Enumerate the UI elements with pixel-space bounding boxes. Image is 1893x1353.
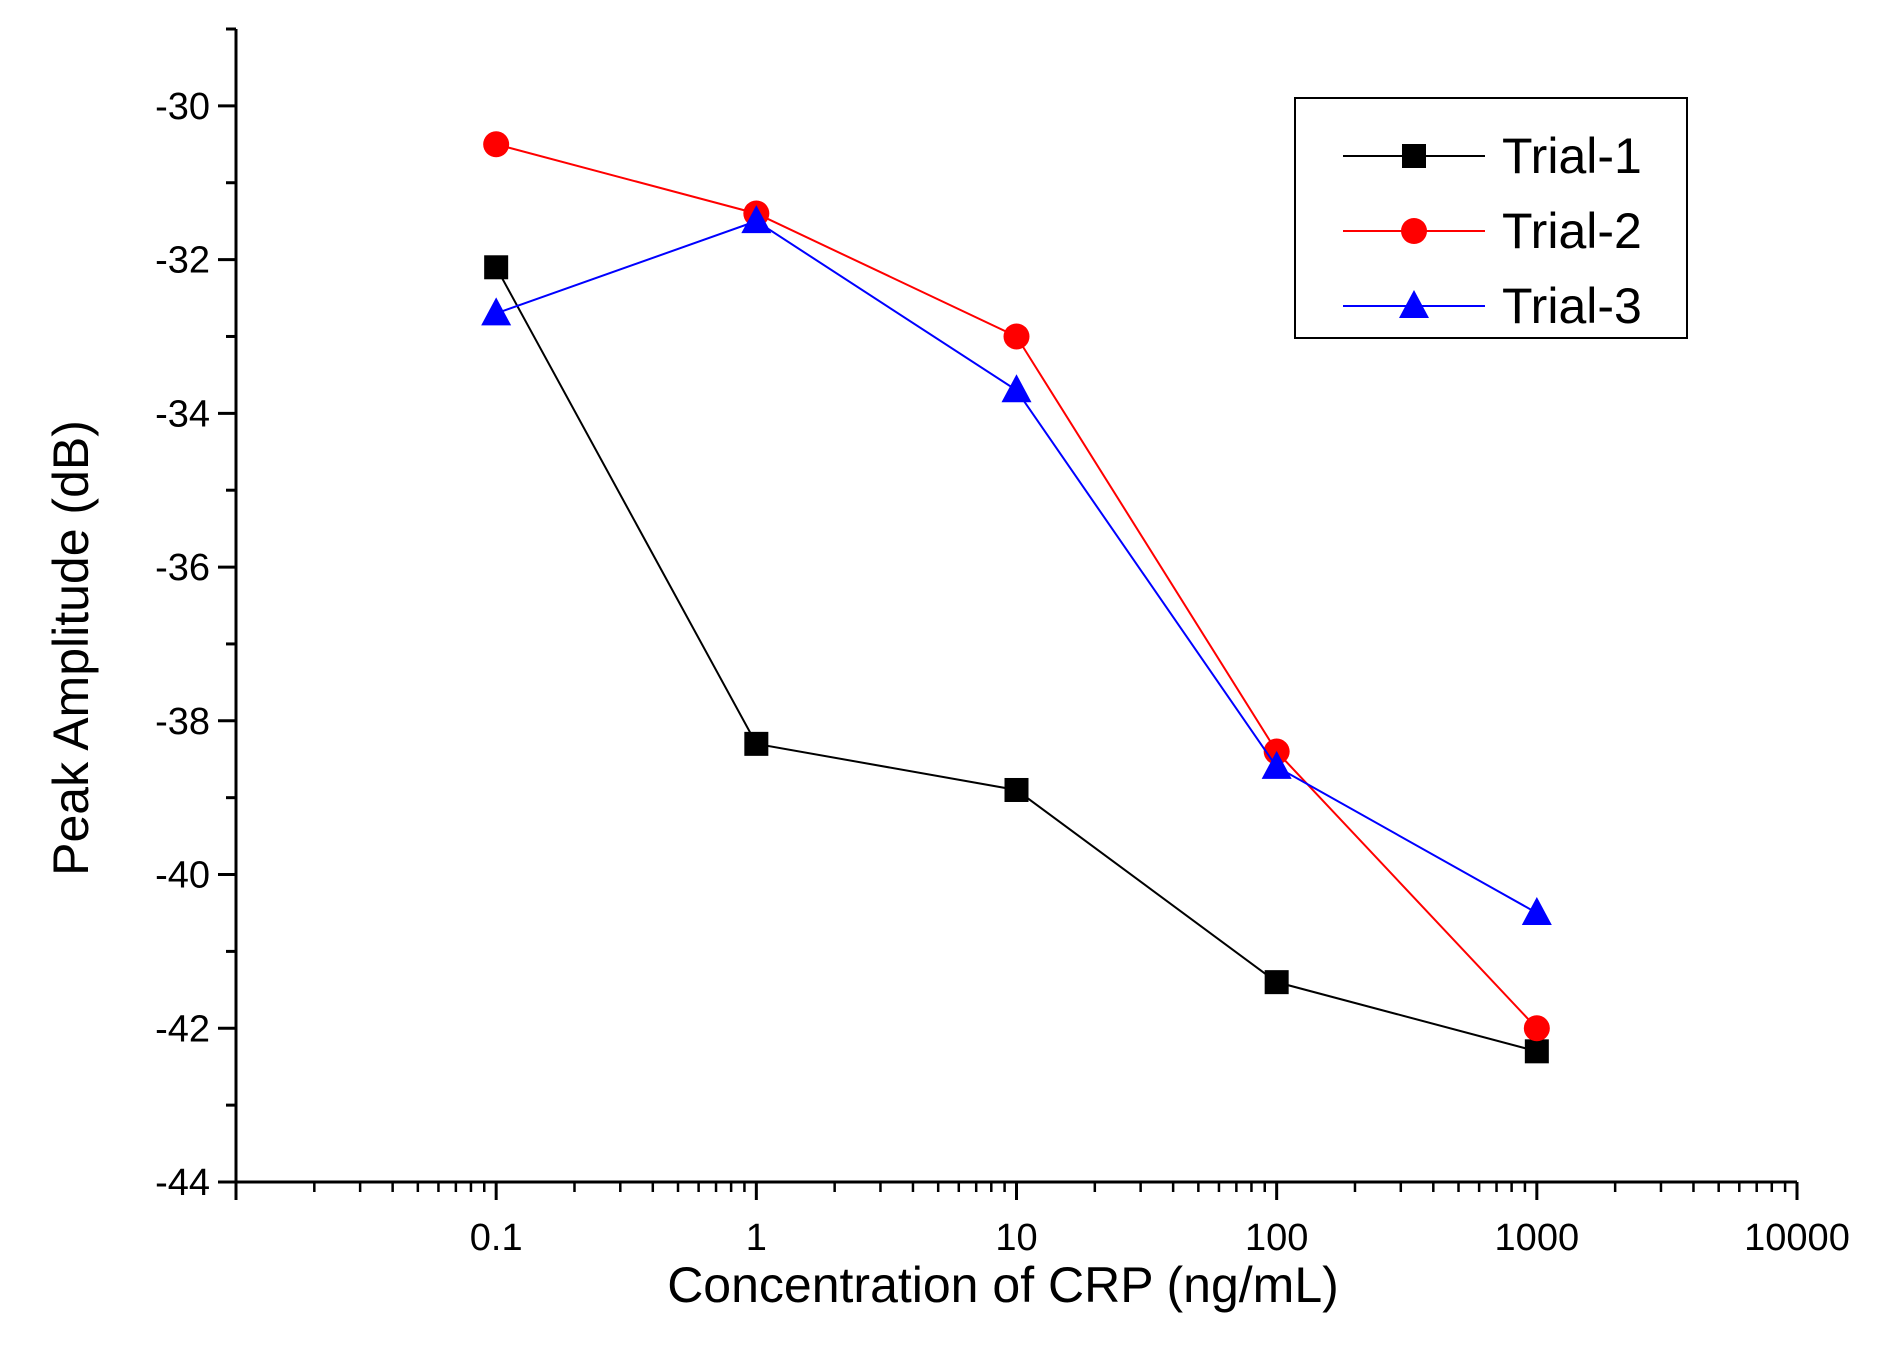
legend-label: Trial-1	[1502, 128, 1642, 184]
x-axis-title: Concentration of CRP (ng/mL)	[667, 1257, 1339, 1313]
legend-marker	[1399, 290, 1429, 318]
series-trial-3	[481, 205, 1552, 925]
legend: Trial-1 Trial-2 Trial-3	[1294, 97, 1688, 339]
data-point	[1001, 374, 1032, 403]
y-axis: -30 -32 -34 -36 -38 -40 -42 -44	[155, 27, 236, 1204]
y-tick-label: -40	[155, 855, 210, 897]
y-tick-label: -42	[155, 1008, 210, 1050]
x-tick-label: 1	[746, 1217, 767, 1259]
data-point	[1003, 323, 1030, 350]
x-tick-label: 1000	[1495, 1217, 1580, 1259]
series-trial-1	[484, 255, 1549, 1064]
legend-label: Trial-2	[1502, 203, 1642, 259]
data-point	[1261, 750, 1292, 779]
x-tick-label: 0.1	[470, 1217, 523, 1259]
data-point	[744, 731, 769, 756]
data-point	[481, 297, 512, 326]
x-tick-label: 100	[1245, 1217, 1308, 1259]
legend-item: Trial-2	[1343, 203, 1642, 259]
data-point	[484, 255, 509, 280]
legend-marker	[1402, 144, 1426, 168]
data-point	[1523, 1015, 1550, 1042]
y-tick-label: -32	[155, 240, 210, 282]
legend-item: Trial-3	[1343, 278, 1642, 334]
y-tick-label: -34	[155, 393, 210, 435]
y-tick-label: -38	[155, 701, 210, 743]
data-point	[1524, 1039, 1549, 1064]
y-tick-label: -44	[155, 1162, 210, 1204]
series-layer	[481, 131, 1552, 1064]
data-point	[1264, 970, 1289, 995]
y-tick-label: -36	[155, 547, 210, 589]
data-point	[1004, 777, 1029, 802]
data-point	[741, 205, 772, 234]
data-point	[1521, 896, 1552, 925]
legend-item: Trial-1	[1343, 128, 1642, 184]
legend-label: Trial-3	[1502, 278, 1642, 334]
legend-marker	[1401, 218, 1427, 244]
y-tick-label: -30	[155, 86, 210, 128]
y-axis-title: Peak Amplitude (dB)	[43, 420, 99, 876]
x-tick-label: 10000	[1744, 1217, 1850, 1259]
x-axis: 0.1 1 10 100 1000 10000	[234, 1182, 1850, 1259]
x-tick-label: 10	[995, 1217, 1037, 1259]
data-point	[483, 131, 510, 158]
legend-box	[1294, 97, 1688, 339]
